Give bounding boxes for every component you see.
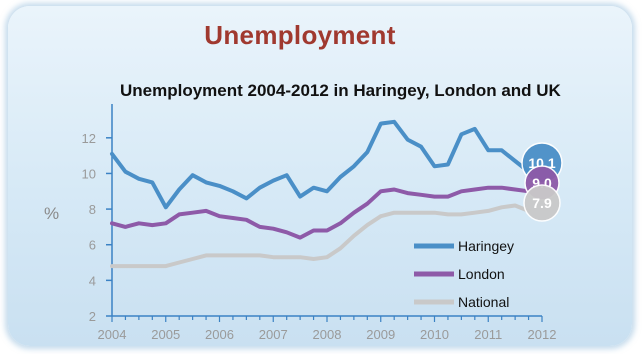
y-tick-label: 6 bbox=[89, 238, 96, 253]
x-tick-label: 2007 bbox=[259, 327, 288, 342]
y-tick-label: 2 bbox=[89, 309, 96, 324]
series-line-london bbox=[110, 185, 531, 240]
x-tick-label: 2012 bbox=[528, 327, 557, 342]
y-tick-label: 8 bbox=[89, 202, 96, 217]
y-axis-label: % bbox=[44, 204, 60, 223]
x-tick-label: 2009 bbox=[366, 327, 395, 342]
legend-label-london: London bbox=[458, 266, 505, 282]
legend-label-national: National bbox=[458, 294, 509, 310]
y-tick-label: 10 bbox=[82, 166, 96, 181]
legend-label-haringey: Haringey bbox=[458, 238, 514, 254]
series-line-national bbox=[110, 203, 531, 269]
chart-title: Unemployment 2004-2012 in Haringey, Lond… bbox=[120, 81, 561, 100]
data-label-national: 7.9 bbox=[532, 195, 552, 211]
x-tick-label: 2005 bbox=[151, 327, 180, 342]
x-tick-label: 2010 bbox=[420, 327, 449, 342]
x-tick-label: 2011 bbox=[474, 327, 502, 342]
x-tick-label: 2004 bbox=[98, 327, 127, 342]
y-tick-label: 4 bbox=[89, 273, 96, 288]
end-marker-national bbox=[523, 184, 561, 222]
x-tick-label: 2006 bbox=[205, 327, 234, 342]
x-tick-label: 2008 bbox=[313, 327, 342, 342]
series-line-haringey bbox=[110, 119, 531, 210]
y-tick-label: 12 bbox=[82, 131, 96, 146]
page-title: Unemployment bbox=[204, 20, 396, 50]
